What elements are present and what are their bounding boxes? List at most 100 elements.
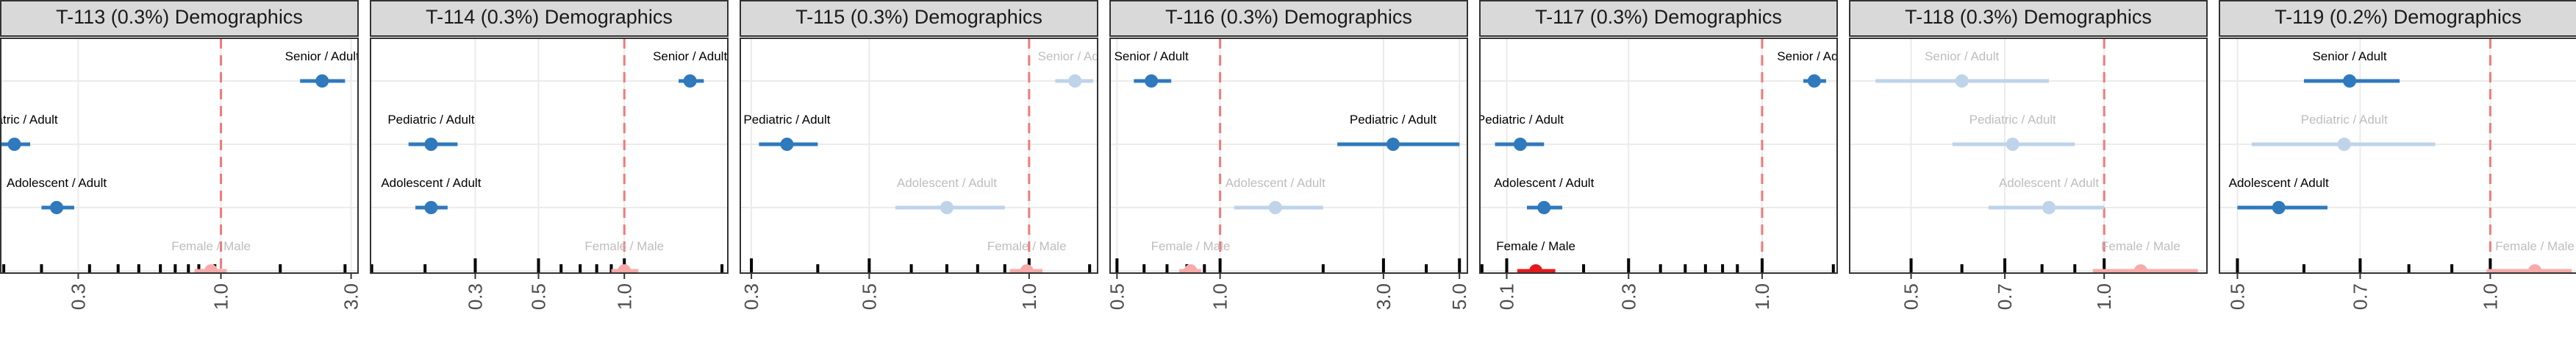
data-point-group: Female / Male: [2486, 239, 2575, 273]
facet-title: T-115 (0.3%) Demographics: [795, 6, 1042, 28]
tick-label: 1.0: [2093, 283, 2115, 310]
data-point-group: Female / Male: [2092, 239, 2198, 273]
facet-strip: [1849, 0, 2208, 37]
facet-strip: [0, 0, 359, 37]
plot-area: Senior / Adult Pediatric / Adult Adolescen…: [370, 38, 729, 273]
point-estimate: [2337, 138, 2351, 151]
tick-label: 0.5: [858, 283, 880, 310]
facet-strip: [1109, 0, 1468, 37]
panel-border: [740, 38, 1098, 274]
plot-background: [1109, 38, 1468, 273]
tick-label: 0.3: [464, 283, 486, 310]
data-point-group: Adolescent / Adult: [1988, 176, 2105, 214]
data-point-group: Adolescent / Adult: [381, 176, 482, 214]
point-label: Pediatric / Adult: [1350, 113, 1437, 127]
facet-panel: T-113 (0.3%) Demographics Senior / Adult P…: [0, 0, 362, 310]
plot-background: [1849, 38, 2208, 273]
point-label: Senior / Adult: [1777, 49, 1851, 63]
point-label: Female / Male: [2495, 239, 2575, 253]
point-estimate: [1807, 74, 1821, 88]
point-estimate: [2528, 264, 2542, 273]
plot-background: [2219, 38, 2576, 273]
point-estimate: [683, 74, 697, 88]
point-label: Senior / Adult: [1115, 49, 1189, 63]
point-estimate: [1386, 138, 1400, 151]
point-estimate: [1068, 74, 1082, 88]
point-label: Adolescent / Adult: [1226, 176, 1325, 190]
point-label: Pediatric / Adult: [1477, 113, 1564, 127]
facet-title: T-116 (0.3%) Demographics: [1165, 6, 1412, 28]
data-point-group: Adolescent / Adult: [2229, 176, 2329, 214]
point-estimate: [315, 74, 329, 88]
data-point-group: Senior / Adult: [1777, 49, 1851, 88]
facet-panel: T-117 (0.3%) Demographics Senior / Adult P…: [1477, 0, 1851, 310]
point-estimate: [1268, 201, 1282, 214]
tick-label: 0.1: [1495, 283, 1517, 310]
data-point-group: Senior / Adult: [1115, 49, 1189, 88]
point-label: Senior / Adult: [1038, 49, 1112, 63]
point-label: Female / Male: [987, 239, 1067, 253]
point-label: Adolescent / Adult: [2229, 176, 2329, 190]
panel-border: [2219, 38, 2576, 274]
plot-background: [370, 38, 729, 273]
data-point-group: Female / Male: [987, 239, 1067, 273]
point-label: Female / Male: [1151, 239, 1231, 253]
data-point-group: Adolescent / Adult: [1226, 176, 1325, 214]
point-estimate: [2343, 74, 2357, 88]
point-label: Female / Male: [1496, 239, 1575, 253]
panel-border: [1849, 38, 2208, 274]
tick-label: 1.0: [613, 283, 635, 310]
tick-label: 0.5: [2226, 283, 2248, 310]
data-point-group: Pediatric / Adult: [743, 113, 831, 151]
facet-title: T-114 (0.3%) Demographics: [426, 6, 673, 28]
point-label: Senior / Adult: [2312, 49, 2386, 63]
point-label: Adolescent / Adult: [1999, 176, 2099, 190]
point-label: Adolescent / Adult: [7, 176, 107, 190]
point-label: Female / Male: [171, 239, 251, 253]
point-estimate: [2042, 201, 2056, 214]
point-estimate: [1184, 264, 1198, 273]
panel-border: [1109, 38, 1468, 274]
point-label: Senior / Adult: [653, 49, 727, 63]
facet-panel: T-118 (0.3%) Demographics Senior / Adult P…: [1849, 0, 2208, 310]
plot-area: Senior / Adult Pediatric / Adult Adolescen…: [1849, 38, 2208, 273]
point-label: Female / Male: [584, 239, 664, 253]
point-label: Pediatric / Adult: [743, 113, 830, 127]
point-estimate: [1529, 264, 1543, 273]
tick-label: 3.0: [340, 283, 362, 310]
point-estimate: [780, 138, 794, 151]
facet-panel: T-119 (0.2%) Demographics Senior / Adult P…: [2219, 0, 2576, 310]
facet-strip: [2219, 0, 2576, 37]
plot-area: Senior / Adult Pediatric / Adult Adolescen…: [1109, 38, 1468, 273]
plot-area: Senior / Adult Pediatric / Adult Adolescen…: [1477, 38, 1851, 273]
data-point-group: Senior / Adult: [1875, 49, 2050, 88]
tick-label: 0.5: [1900, 283, 1922, 310]
data-point-group: Adolescent / Adult: [895, 176, 1005, 214]
point-label: Adolescent / Adult: [897, 176, 997, 190]
tick-label: 0.3: [1617, 283, 1639, 310]
point-estimate: [1145, 74, 1159, 88]
data-point-group: Female / Male: [171, 239, 251, 273]
facet-title: T-117 (0.3%) Demographics: [1535, 6, 1782, 28]
facet-strip: [370, 0, 729, 37]
data-point-group: Pediatric / Adult: [0, 113, 58, 151]
point-estimate: [204, 264, 218, 273]
data-point-group: Pediatric / Adult: [387, 113, 475, 151]
point-label: Female / Male: [2101, 239, 2180, 253]
tick-label: 1.0: [2479, 283, 2501, 310]
point-estimate: [424, 201, 438, 214]
facet-panel: T-114 (0.3%) Demographics Senior / Adult P…: [370, 0, 729, 310]
plot-background: [1479, 38, 1838, 273]
point-label: Senior / Adult: [1925, 49, 1999, 63]
point-label: Pediatric / Adult: [387, 113, 474, 127]
data-point-group: Female / Male: [1151, 239, 1231, 273]
data-point-group: Senior / Adult: [653, 49, 727, 88]
data-point-group: Senior / Adult: [2303, 49, 2400, 88]
tick-label: 1.0: [1018, 283, 1040, 310]
point-estimate: [1955, 74, 1969, 88]
tick-label: 1.0: [210, 283, 232, 310]
tick-label: 5.0: [1448, 283, 1470, 310]
panel-border: [1479, 38, 1838, 274]
point-estimate: [2272, 201, 2286, 214]
